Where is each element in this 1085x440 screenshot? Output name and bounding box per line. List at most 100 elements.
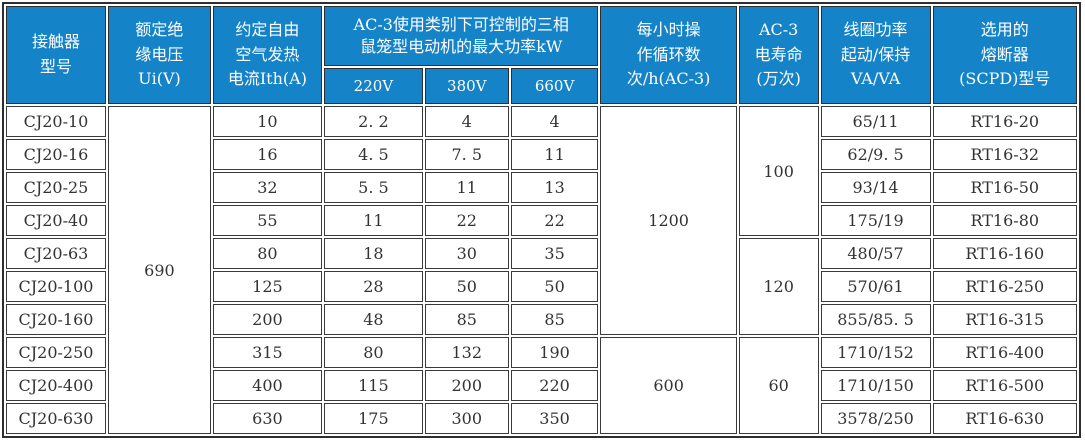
cell-p660: 4: [510, 106, 599, 137]
cell-model: CJ20-16: [6, 139, 106, 170]
header-electrical-life: AC-3 电寿命 (万次): [738, 6, 819, 104]
cell-life-merged: 120: [738, 238, 819, 335]
cell-model: CJ20-25: [6, 172, 106, 203]
header-cycles-line3: 次/h(AC-3): [626, 69, 711, 89]
cell-model: CJ20-250: [6, 337, 106, 368]
cell-coil: 1710/150: [820, 370, 931, 401]
header-life-line2: 电寿命: [754, 44, 803, 64]
header-cycles-line2: 作循环数: [636, 44, 701, 64]
cell-ith: 630: [212, 403, 322, 434]
cell-cycles-merged: 600: [600, 337, 737, 434]
cell-p380: 50: [424, 271, 509, 302]
cell-ith: 125: [212, 271, 322, 302]
cell-model: CJ20-400: [6, 370, 106, 401]
cell-fuse: RT16-315: [932, 304, 1077, 335]
cell-p220: 2. 2: [323, 106, 423, 137]
cell-p380: 7. 5: [424, 139, 509, 170]
cell-coil: 3578/250: [820, 403, 931, 434]
header-fuse-model: 选用的 熔断器 (SCPD)型号: [932, 6, 1077, 104]
cell-p660: 350: [510, 403, 599, 434]
header-model-line1: 接触器: [31, 32, 80, 52]
header-cycles-per-hour: 每小时操 作循环数 次/h(AC-3): [600, 6, 737, 104]
header-insulation-voltage-line2: 缘电压: [135, 44, 184, 64]
header-max-power-line1: AC-3使用类别下可控制的三相: [353, 14, 569, 34]
cell-p380: 85: [424, 304, 509, 335]
cell-model: CJ20-40: [6, 205, 106, 236]
header-row-group: 接触器 型号 额定绝 缘电压 Ui(V) 约定自由 空气发热 电流Ith(A) …: [6, 6, 1077, 104]
header-max-power-line2: 鼠笼型电动机的最大功率kW: [360, 37, 563, 56]
table-row: CJ20-160 200 48 85 85 855/85. 5 RT16-315: [6, 304, 1077, 335]
table-row: CJ20-250 315 80 132 190 600 60 1710/152 …: [6, 337, 1077, 434]
cell-p380: 200: [424, 370, 509, 401]
header-row-voltages: 220V 380V 660V: [6, 68, 1077, 104]
cell-coil: 65/11: [820, 106, 931, 137]
cell-coil: 175/19: [820, 205, 931, 236]
table-row: CJ20-40 55 11 22 22 175/19 RT16-80: [6, 205, 1077, 236]
header-thermal-current-line1: 约定自由: [235, 19, 300, 39]
cell-model: CJ20-100: [6, 271, 106, 302]
cell-model: CJ20-63: [6, 238, 106, 269]
cell-p220: 48: [323, 304, 423, 335]
header-coil-line3: VA/VA: [850, 69, 901, 89]
header-220v: 220V: [323, 68, 423, 104]
cell-ith: 55: [212, 205, 322, 236]
header-coil-power: 线圈功率 起动/保持 VA/VA: [820, 6, 931, 104]
cell-model: CJ20-10: [6, 106, 106, 137]
cell-p380: 30: [424, 238, 509, 269]
header-380v: 380V: [424, 68, 509, 104]
header-insulation-voltage-line3: Ui(V): [138, 69, 181, 89]
cell-p660: 11: [510, 139, 599, 170]
cell-ith: 200: [212, 304, 322, 335]
cell-ith: 315: [212, 337, 322, 368]
cell-cycles-merged: 1200: [600, 106, 737, 335]
cell-p220: 18: [323, 238, 423, 269]
header-life-line1: AC-3: [758, 19, 799, 39]
cell-p660: 13: [510, 172, 599, 203]
cell-ith: 10: [212, 106, 322, 137]
cell-coil: 570/61: [820, 271, 931, 302]
table-row: CJ20-630 630 175 300 350 3578/250 RT16-6…: [6, 403, 1077, 434]
cell-fuse: RT16-160: [932, 238, 1077, 269]
cell-fuse: RT16-20: [932, 106, 1077, 137]
cell-coil: 93/14: [820, 172, 931, 203]
cell-life-merged: 100: [738, 106, 819, 236]
cell-ui-merged: 690: [107, 106, 211, 434]
cell-fuse: RT16-80: [932, 205, 1077, 236]
cell-p660: 22: [510, 205, 599, 236]
header-model: 接触器 型号: [6, 6, 106, 104]
cell-p660: 190: [510, 337, 599, 368]
cell-p380: 300: [424, 403, 509, 434]
cell-model: CJ20-160: [6, 304, 106, 335]
cell-coil: 480/57: [820, 238, 931, 269]
header-fuse-line1: 选用的: [980, 19, 1029, 39]
cell-p380: 4: [424, 106, 509, 137]
cell-p380: 132: [424, 337, 509, 368]
cell-coil: 855/85. 5: [820, 304, 931, 335]
header-thermal-current: 约定自由 空气发热 电流Ith(A): [212, 6, 322, 104]
cell-ith: 80: [212, 238, 322, 269]
header-thermal-current-line2: 空气发热: [235, 44, 300, 64]
table-row: CJ20-63 80 18 30 35 120 480/57 RT16-160: [6, 238, 1077, 335]
header-insulation-voltage-line1: 额定绝: [135, 19, 184, 39]
cell-fuse: RT16-400: [932, 337, 1077, 368]
cell-coil: 1710/152: [820, 337, 931, 368]
cell-ith: 16: [212, 139, 322, 170]
header-cycles-line1: 每小时操: [636, 19, 701, 39]
cell-p220: 11: [323, 205, 423, 236]
cell-p220: 28: [323, 271, 423, 302]
cell-fuse: RT16-630: [932, 403, 1077, 434]
cell-coil: 62/9. 5: [820, 139, 931, 170]
cell-p660: 35: [510, 238, 599, 269]
table-row: CJ20-400 400 115 200 220 1710/150 RT16-5…: [6, 370, 1077, 401]
header-insulation-voltage: 额定绝 缘电压 Ui(V): [107, 6, 211, 104]
cell-fuse: RT16-50: [932, 172, 1077, 203]
header-coil-line2: 起动/保持: [840, 44, 911, 64]
header-model-line2: 型号: [39, 57, 72, 76]
header-fuse-line3: (SCPD)型号: [959, 69, 1051, 89]
cell-p660: 50: [510, 271, 599, 302]
cell-p220: 5. 5: [323, 172, 423, 203]
cell-p220: 4. 5: [323, 139, 423, 170]
cell-fuse: RT16-500: [932, 370, 1077, 401]
